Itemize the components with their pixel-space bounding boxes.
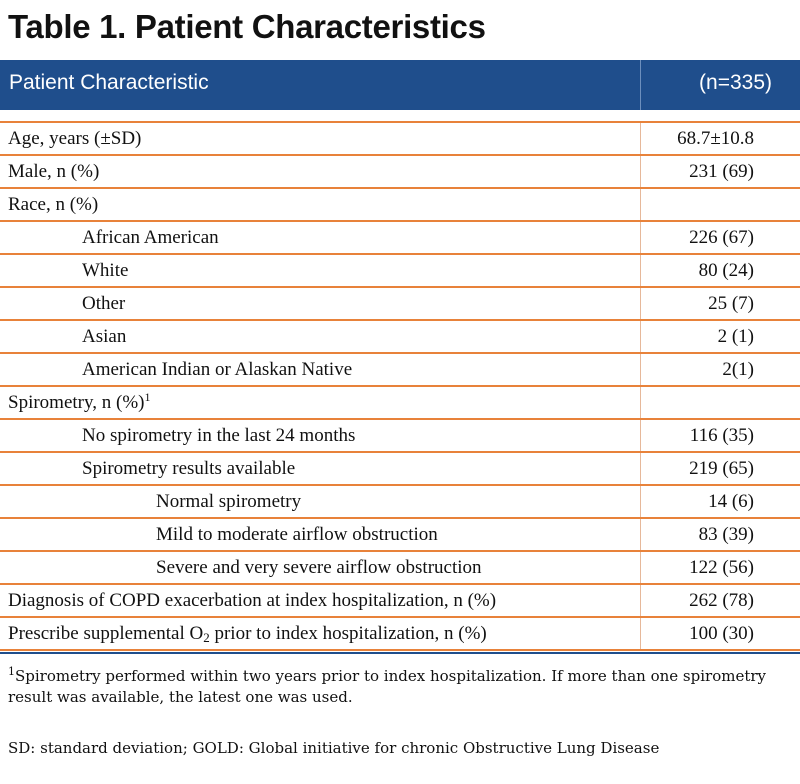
row-label: Diagnosis of COPD exacerbation at index … <box>8 590 497 611</box>
table-bottom-rule <box>0 652 800 654</box>
footnote-marker: 1 <box>144 390 151 404</box>
row-label: American Indian or Alaskan Native <box>82 359 353 380</box>
header-gap <box>0 110 800 121</box>
row-value: 2 (1) <box>717 326 754 347</box>
row-label: Normal spirometry <box>156 491 302 512</box>
row-label: Male, n (%) <box>8 161 100 182</box>
row-value: 68.7±10.8 <box>677 128 754 149</box>
row-label: No spirometry in the last 24 months <box>82 425 356 446</box>
row-label: White <box>82 260 129 281</box>
table-row: Diagnosis of COPD exacerbation at index … <box>0 585 800 618</box>
row-label: Spirometry, n (%)1 <box>8 390 151 413</box>
row-value: 219 (65) <box>689 458 754 479</box>
row-value: 25 (7) <box>708 293 754 314</box>
table-row: Spirometry results available 219 (65) <box>0 453 800 486</box>
row-label: Mild to moderate airflow obstruction <box>156 524 438 545</box>
footnote-spirometry: 1Spirometry performed within two years p… <box>8 665 767 706</box>
table-title: Table 1. Patient Characteristics <box>8 8 486 45</box>
row-label: Spirometry results available <box>82 458 296 479</box>
row-value: 100 (30) <box>689 623 754 644</box>
row-value: 14 (6) <box>708 491 754 512</box>
table-row: Spirometry, n (%)1 <box>0 387 800 420</box>
table-row: Asian 2 (1) <box>0 321 800 354</box>
footnote-abbreviations: SD: standard deviation; GOLD: Global ini… <box>8 739 660 757</box>
row-label: Severe and very severe airflow obstructi… <box>156 557 482 578</box>
header-n-count: (n=335) <box>699 71 772 94</box>
row-value: 2(1) <box>722 359 754 380</box>
table-row: Race, n (%) <box>0 189 800 222</box>
row-label: Asian <box>82 326 127 347</box>
row-label: African American <box>82 227 219 248</box>
row-value: 231 (69) <box>689 161 754 182</box>
row-value: 116 (35) <box>689 425 754 446</box>
table-header: Patient Characteristic (n=335) <box>0 60 800 110</box>
row-value: 262 (78) <box>689 590 754 611</box>
footnote-marker: 1 <box>8 665 15 678</box>
table-row: Normal spirometry 14 (6) <box>0 486 800 519</box>
row-value: 80 (24) <box>698 260 754 281</box>
table-row: Male, n (%) 231 (69) <box>0 156 800 189</box>
row-value: 83 (39) <box>698 524 754 545</box>
table-row: Other 25 (7) <box>0 288 800 321</box>
row-value: 226 (67) <box>689 227 754 248</box>
table-row: Prescribe supplemental O2 prior to index… <box>0 618 800 651</box>
table-row: Mild to moderate airflow obstruction 83 … <box>0 519 800 552</box>
header-n-column: (n=335) <box>640 60 800 110</box>
row-label: Race, n (%) <box>8 194 99 215</box>
table-row: White 80 (24) <box>0 255 800 288</box>
characteristics-table: Age, years (±SD) 68.7±10.8 Male, n (%) 2… <box>0 121 800 651</box>
table-row: No spirometry in the last 24 months 116 … <box>0 420 800 453</box>
row-label: Prescribe supplemental O2 prior to index… <box>8 623 487 645</box>
table-row: African American 226 (67) <box>0 222 800 255</box>
table-row: Age, years (±SD) 68.7±10.8 <box>0 123 800 156</box>
table-row: American Indian or Alaskan Native 2(1) <box>0 354 800 387</box>
header-patient-characteristic: Patient Characteristic <box>9 71 209 94</box>
row-label: Other <box>82 293 126 314</box>
row-label: Age, years (±SD) <box>8 128 142 149</box>
table-row: Severe and very severe airflow obstructi… <box>0 552 800 585</box>
row-value: 122 (56) <box>689 557 754 578</box>
